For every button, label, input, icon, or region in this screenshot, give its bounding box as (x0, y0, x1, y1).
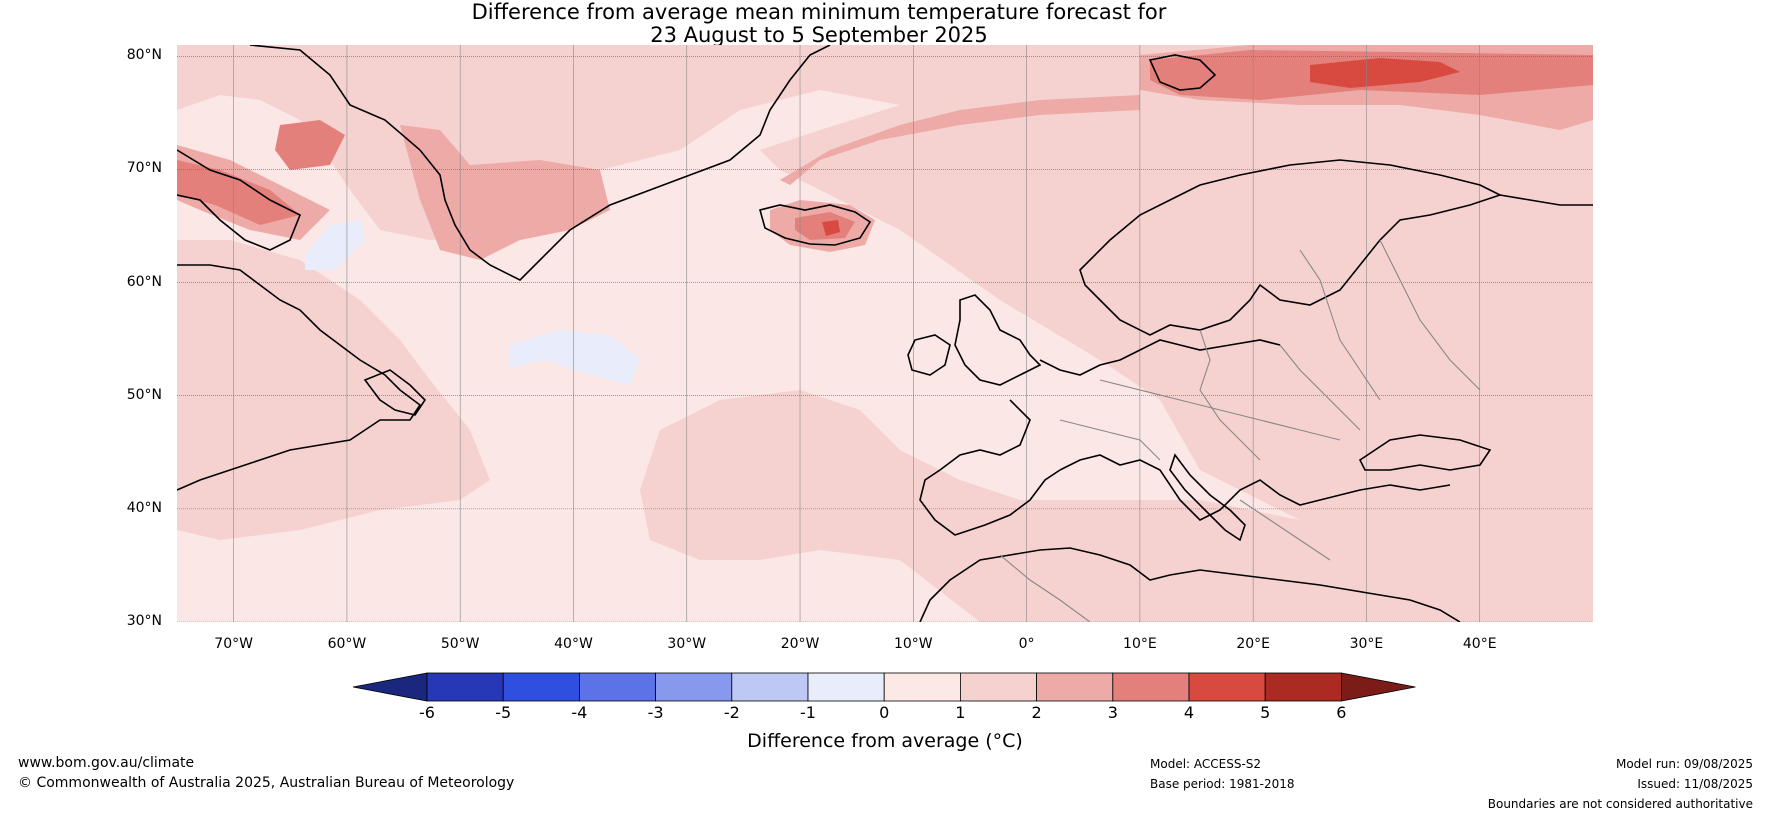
border-line (1279, 344, 1361, 431)
copyright-text: © Commonwealth of Australia 2025, Austra… (18, 775, 515, 791)
colorbar-tick-label: -4 (571, 703, 588, 722)
colorbar-tick-label: -6 (419, 703, 435, 722)
website-url: www.bom.gov.au/climate (18, 755, 195, 771)
map-plot-area (177, 45, 1593, 622)
longitude-label: 40°E (1462, 636, 1497, 652)
colorbar-segment (1112, 672, 1190, 702)
canada-arctic-coast (177, 149, 302, 251)
colorbar-segment (579, 672, 657, 702)
scandinavia-coast (1079, 159, 1503, 336)
anomaly-region-neg-labrador (305, 220, 365, 270)
border-line (1379, 239, 1481, 391)
colorbar-tick-label: -2 (723, 703, 740, 722)
colorbar (352, 672, 1416, 702)
colorbar-segment (426, 672, 504, 702)
longitude-label: 20°E (1236, 636, 1270, 652)
colorbar-low-extension (352, 672, 428, 702)
italy-coast (1169, 453, 1246, 542)
colorbar-segment (655, 672, 733, 702)
latitude-label: 30°N (126, 613, 162, 629)
border-line (1199, 329, 1261, 461)
anomaly-region-4to5-iceland (822, 220, 840, 236)
russia-arctic-coast (1499, 194, 1593, 206)
colorbar-tick-label: -5 (495, 703, 512, 722)
colorbar-tick-label: 5 (1260, 703, 1271, 722)
border-line (1099, 379, 1341, 441)
border-line (999, 554, 1091, 622)
anomaly-region-3to4-canada (177, 160, 300, 225)
svalbard-coast (1148, 54, 1217, 91)
latitude-label: 80°N (126, 47, 162, 64)
iceland-coast (759, 204, 872, 246)
colorbar-segment (1188, 672, 1266, 702)
mediterranean-north-coast (1059, 454, 1451, 521)
base-period: Base period: 1981-2018 (1150, 777, 1295, 791)
country-borders (999, 239, 1481, 622)
colorbar-segment (883, 672, 961, 702)
anomaly-region-3to4-greenland (275, 120, 345, 170)
gridlines (177, 45, 1593, 622)
colorbar-segment (1036, 672, 1114, 702)
newfoundland-coast (363, 369, 427, 416)
longitude-label: 30°W (667, 636, 707, 652)
british-isles-coast (954, 294, 1042, 386)
colorbar-tick-label: 1 (955, 703, 966, 722)
latitude-label: 60°N (126, 273, 162, 290)
model-run-date: Model run: 09/08/2025 (1615, 757, 1753, 771)
colorbar-segment (807, 672, 885, 702)
colorbar-segment (502, 672, 580, 702)
longitude-label: 50°W (440, 636, 480, 652)
coastlines (177, 45, 1593, 622)
ireland-coast (907, 334, 951, 376)
colorbar-tick-label: 3 (1107, 703, 1118, 722)
longitude-label: 0° (1018, 636, 1035, 652)
map-title-line1: Difference from average mean minimum tem… (471, 0, 1167, 24)
latitude-label: 50°N (126, 386, 162, 403)
longitude-label: 60°W (327, 636, 367, 652)
longitude-label: 10°W (893, 636, 933, 652)
iberia-coast (919, 399, 1061, 536)
longitude-label: 20°W (780, 636, 820, 652)
greenland-coast (249, 45, 831, 281)
anomaly-region-neg (510, 330, 640, 385)
model-name: Model: ACCESS-S2 (1150, 757, 1262, 771)
map-title-line2: 23 August to 5 September 2025 (650, 23, 988, 47)
anomaly-region-1to2-west (177, 240, 490, 540)
anomaly-region-2to3-arctic (780, 95, 1140, 185)
colorbar-segment (731, 672, 809, 702)
colorbar-label: Difference from average (°C) (747, 730, 1023, 752)
border-line (1239, 499, 1331, 561)
issued-date: Issued: 11/08/2025 (1637, 777, 1753, 791)
colorbar-tick-label: 6 (1336, 703, 1347, 722)
africa-north-coast (919, 547, 1461, 622)
anomaly-region-4to5 (1310, 58, 1460, 88)
anomaly-region-2to3-greenland (400, 125, 610, 260)
border-line (1059, 419, 1161, 461)
colorbar-tick-label: -1 (800, 703, 816, 722)
black-sea-coast (1358, 434, 1492, 471)
colorbar-tick-label: 2 (1031, 703, 1042, 722)
border-line (1299, 249, 1381, 401)
colorbar-segment (960, 672, 1038, 702)
longitude-label: 30°E (1349, 636, 1384, 652)
colorbar-tick-label: 0 (879, 703, 890, 722)
longitude-label: 10°E (1123, 636, 1157, 652)
colorbar-high-extension (1341, 672, 1416, 702)
latitude-label: 70°N (126, 160, 162, 177)
colorbar-tick-label: 4 (1183, 703, 1195, 722)
longitude-label: 70°W (214, 636, 253, 652)
western-europe-coast (1039, 339, 1281, 376)
colorbar-tick-label: -3 (647, 703, 664, 722)
longitude-label: 40°W (554, 636, 593, 652)
boundary-disclaimer: Boundaries are not considered authoritat… (1487, 797, 1753, 811)
latitude-label: 40°N (126, 499, 162, 516)
colorbar-segment (1264, 672, 1342, 702)
labrador-coast (177, 264, 422, 491)
anomaly-region-1to2-south (640, 390, 1593, 622)
